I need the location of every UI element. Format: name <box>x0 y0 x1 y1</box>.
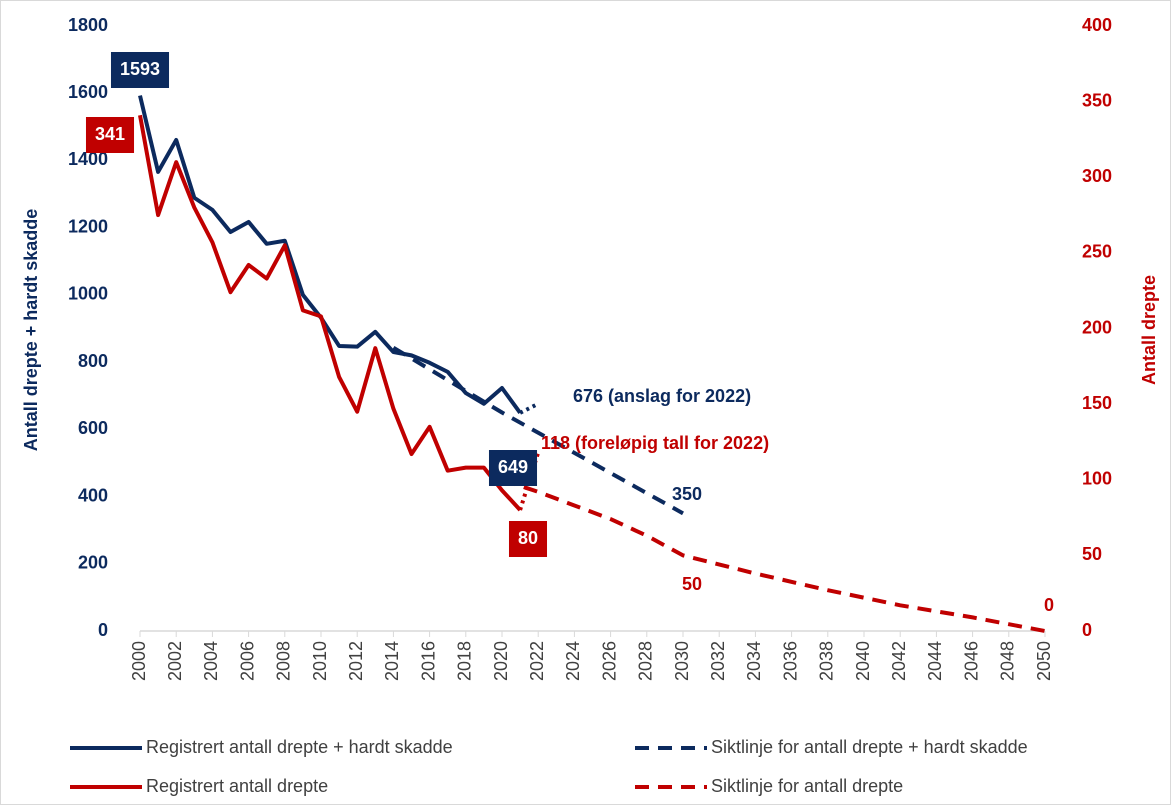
series-line <box>392 345 684 516</box>
y-axis-label: Antall drepte + hardt skadde <box>21 209 41 452</box>
annotation-text: 341 <box>95 124 125 144</box>
series-line <box>519 402 540 415</box>
x-tick-label: 2028 <box>636 641 656 681</box>
y2-tick-label: 50 <box>1082 544 1102 564</box>
x-tick-label: 2012 <box>346 641 366 681</box>
x-tick-label: 2008 <box>274 641 294 681</box>
annotation-text: 50 <box>682 574 702 594</box>
y-tick-label: 1000 <box>68 284 108 304</box>
x-tick-label: 2026 <box>599 641 619 681</box>
y2-tick-label: 300 <box>1082 166 1112 186</box>
annotation-text: 350 <box>672 484 702 504</box>
legend-label: Registrert antall drepte <box>146 776 328 796</box>
y-tick-label: 1400 <box>68 149 108 169</box>
annotation: 341 <box>85 117 135 153</box>
series-line <box>138 95 522 415</box>
y2-tick-label: 200 <box>1082 317 1112 337</box>
annotation-box <box>508 521 548 557</box>
annotation-text: 1593 <box>120 59 160 79</box>
x-tick-label: 2030 <box>672 641 692 681</box>
annotation: 80 <box>508 521 548 557</box>
y-tick-label: 200 <box>78 553 108 573</box>
x-tick-label: 2046 <box>961 641 981 681</box>
annotation-text: 0 <box>1044 595 1054 615</box>
y2-tick-label: 0 <box>1082 620 1092 640</box>
annotation: 350 <box>672 484 702 504</box>
y2-tick-label: 350 <box>1082 90 1112 110</box>
x-tick-label: 2042 <box>889 641 909 681</box>
annotation-text: 118 (foreløpig tall for 2022) <box>541 433 769 453</box>
x-tick-label: 2004 <box>201 641 221 681</box>
x-tick-label: 2022 <box>527 641 547 681</box>
annotation: 649 <box>488 450 538 486</box>
y2-axis-label: Antall drepte <box>1139 275 1159 385</box>
y-tick-label: 1800 <box>68 15 108 35</box>
y2-tick-label: 250 <box>1082 242 1112 262</box>
annotation-text: 80 <box>518 528 538 548</box>
annotation: 50 <box>682 574 702 594</box>
annotation: 1593 <box>110 52 170 88</box>
x-tick-label: 2040 <box>853 641 873 681</box>
y-tick-label: 800 <box>78 351 108 371</box>
x-tick-label: 2038 <box>817 641 837 681</box>
x-tick-label: 2034 <box>744 641 764 681</box>
annotation-text: 676 (anslag for 2022) <box>573 386 751 406</box>
annotation-box <box>110 52 170 88</box>
x-tick-label: 2018 <box>455 641 475 681</box>
annotation: 676 (anslag for 2022) <box>573 386 751 406</box>
y-tick-label: 600 <box>78 418 108 438</box>
y-tick-label: 400 <box>78 485 108 505</box>
annotation: 0 <box>1044 595 1054 615</box>
x-tick-label: 2020 <box>491 641 511 681</box>
x-tick-label: 2036 <box>780 641 800 681</box>
y-tick-label: 1600 <box>68 82 108 102</box>
y2-tick-label: 100 <box>1082 469 1112 489</box>
legend-label: Siktlinje for antall drepte + hardt skad… <box>711 737 1028 757</box>
y-tick-label: 1200 <box>68 216 108 236</box>
y2-tick-label: 150 <box>1082 393 1112 413</box>
y-tick-label: 0 <box>98 620 108 640</box>
legend-label: Siktlinje for antall drepte <box>711 776 903 796</box>
x-tick-label: 2044 <box>925 641 945 681</box>
annotation-box <box>85 117 135 153</box>
x-tick-label: 2050 <box>1034 641 1054 681</box>
x-tick-label: 2006 <box>237 641 257 681</box>
x-tick-label: 2024 <box>563 641 583 681</box>
x-tick-label: 2002 <box>165 641 185 681</box>
annotation-text: 649 <box>498 457 528 477</box>
x-tick-label: 2010 <box>310 641 330 681</box>
series-line <box>501 477 1046 633</box>
annotation-box <box>488 450 538 486</box>
x-tick-label: 2016 <box>418 641 438 681</box>
x-tick-label: 2000 <box>129 641 149 681</box>
series-line <box>138 114 522 512</box>
annotation: 118 (foreløpig tall for 2022) <box>541 433 769 453</box>
x-tick-label: 2048 <box>998 641 1018 681</box>
legend-label: Registrert antall drepte + hardt skadde <box>146 737 453 757</box>
x-tick-label: 2014 <box>382 641 402 681</box>
x-tick-label: 2032 <box>708 641 728 681</box>
y2-tick-label: 400 <box>1082 15 1112 35</box>
